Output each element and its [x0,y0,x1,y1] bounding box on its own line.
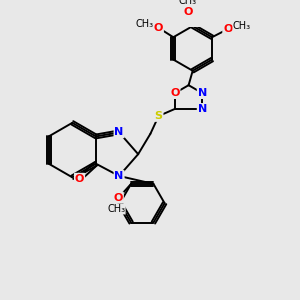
Text: O: O [183,8,193,17]
Text: CH₃: CH₃ [107,204,125,214]
Text: O: O [154,23,163,33]
Text: CH₃: CH₃ [233,21,251,31]
Text: O: O [170,88,180,98]
Text: CH₃: CH₃ [178,0,196,6]
Text: CH₃: CH₃ [135,20,153,29]
Text: N: N [198,104,207,114]
Text: O: O [75,174,84,184]
Text: N: N [115,128,124,137]
Text: O: O [114,193,123,202]
Text: O: O [223,24,232,34]
Text: N: N [198,88,207,98]
Text: S: S [154,111,163,121]
Text: N: N [115,171,124,181]
